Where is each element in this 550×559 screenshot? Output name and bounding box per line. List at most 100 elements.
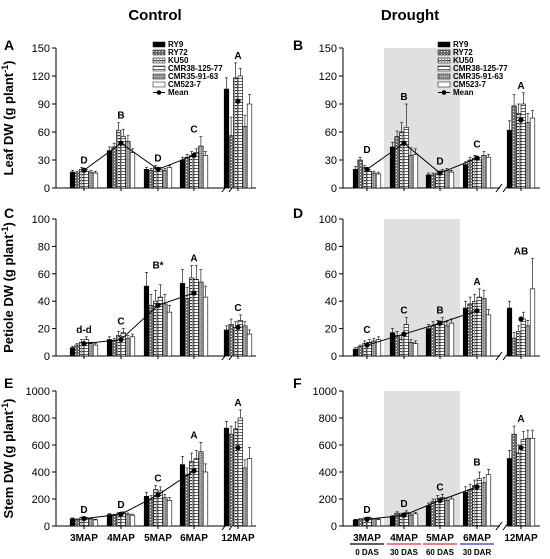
bar-CM523-7	[166, 311, 173, 357]
mean-label: C	[400, 306, 407, 317]
bar-RY72	[74, 519, 80, 527]
mean-point	[81, 167, 87, 173]
bar-RY72	[430, 325, 436, 357]
bar-CM523-7	[485, 474, 492, 527]
axis-break-mark	[495, 521, 503, 531]
panel-letter: B	[293, 37, 303, 53]
mean-label: D	[117, 500, 124, 511]
bar-CMR38-125-77	[237, 417, 243, 527]
bar-CM523-7	[448, 498, 455, 527]
bar-RY72	[148, 498, 154, 527]
legend-label: RY72	[168, 48, 188, 57]
legend: RY9RY72KU50CMR38-125-77CMR35-91-63CM523-…	[437, 40, 508, 97]
y-tick-label: 60	[325, 127, 337, 139]
bar-RY9	[179, 283, 186, 357]
x-tick-label: 5MAP	[144, 533, 172, 544]
bar-RY72	[511, 433, 517, 527]
y-tick-label: 400	[32, 467, 50, 479]
mean-point	[191, 152, 197, 158]
mean-point	[155, 492, 161, 498]
bar-CMR38-125-77	[157, 169, 163, 189]
panel-A: A 0 30 60 90 120 150 D B D C A Leaf DW (g plant-1) RY…	[0, 37, 256, 195]
mean-label: A	[190, 430, 197, 441]
y-tick-label: 30	[325, 155, 337, 167]
chart-panels: A 0 30 60 90 120 150 D B D C A Leaf DW (g plant-1) RY…	[0, 37, 540, 557]
period-label: 30 DAS	[390, 548, 419, 557]
bar-CMR38-125-77	[476, 159, 482, 189]
bar-RY72	[394, 136, 400, 189]
y-tick-label: 0	[44, 521, 50, 533]
legend-swatch	[437, 57, 451, 64]
bar-RY72	[357, 346, 363, 357]
mean-label: d-d	[76, 325, 92, 336]
legend-swatch	[437, 41, 451, 48]
bar-CMR35-91-63	[444, 500, 450, 527]
axis-break-mark	[495, 351, 503, 361]
mean-point	[437, 497, 443, 503]
bar-KU50	[233, 77, 239, 189]
mean-label: B	[400, 92, 407, 103]
mean-label: C	[473, 140, 480, 151]
mean-label: A	[473, 277, 480, 288]
panel-letter: D	[293, 205, 303, 221]
bar-CMR35-91-63	[408, 155, 414, 189]
mean-line	[83, 142, 195, 171]
bar-RY9	[69, 171, 76, 189]
bar-RY72	[430, 174, 436, 189]
bar-RY9	[389, 332, 396, 357]
bar-KU50	[233, 326, 239, 357]
x-tick-label: 3MAP	[70, 533, 98, 544]
mean-point	[191, 468, 197, 474]
bar-CM523-7	[529, 437, 536, 527]
mean-point	[118, 140, 124, 146]
mean-point	[118, 336, 124, 343]
legend-label: Mean	[453, 88, 474, 97]
mean-label: AB	[514, 247, 528, 258]
bar-CMR38-125-77	[83, 170, 89, 189]
mean-point	[474, 155, 480, 161]
x-tick-label: 4MAP	[390, 533, 418, 544]
legend-marker	[156, 90, 162, 95]
bar-RY9	[389, 146, 396, 189]
mean-point	[474, 484, 480, 490]
bar-KU50	[516, 331, 522, 357]
mean-point	[235, 98, 241, 104]
mean-line	[366, 310, 478, 346]
y-tick-label: 90	[38, 99, 50, 111]
bar-RY9	[223, 329, 230, 357]
bar-CM523-7	[412, 343, 419, 357]
bar-CMR35-91-63	[242, 467, 248, 527]
y-tick-label: 100	[32, 214, 50, 226]
bar-CM523-7	[448, 322, 455, 357]
bar-RY9	[69, 518, 76, 527]
bar-CMR35-91-63	[525, 122, 531, 189]
bar-CM523-7	[92, 519, 99, 527]
bar-CM523-7	[485, 314, 492, 357]
legend-label: CMR35-91-63	[168, 72, 219, 81]
legend-swatch	[152, 49, 166, 56]
legend-label: KU50	[453, 56, 474, 65]
bar-RY72	[228, 324, 234, 357]
bar-CM523-7	[246, 458, 253, 527]
y-axis-title: Petiole DW (g plant-1)	[0, 222, 16, 353]
bar-RY9	[106, 339, 113, 357]
y-tick-label: 0	[331, 521, 337, 533]
bar-CM523-7	[375, 519, 382, 527]
y-tick-label: 800	[32, 413, 50, 425]
bar-CMR35-91-63	[125, 513, 131, 527]
bar-RY9	[106, 150, 113, 189]
bar-RY72	[357, 518, 363, 527]
panel-E: E 0 200 400 600 800 1000 D D C A A Stem DW (g plant-…	[0, 375, 256, 544]
bar-RY9	[143, 169, 150, 189]
panel-F: F 0 200 400 600 800 1000 D D C B A 3MAP 4MAP 5MAP 6MAP 1…	[293, 375, 540, 557]
y-tick-label: 200	[32, 494, 50, 506]
mean-label: D	[363, 505, 370, 516]
bar-RY72	[111, 515, 117, 527]
bar-CM523-7	[529, 117, 536, 189]
period-label: 60 DAS	[426, 548, 455, 557]
bar-KU50	[472, 157, 478, 189]
mean-label: A	[234, 51, 241, 62]
bar-CMR35-91-63	[481, 482, 487, 527]
bar-RY9	[352, 169, 359, 189]
